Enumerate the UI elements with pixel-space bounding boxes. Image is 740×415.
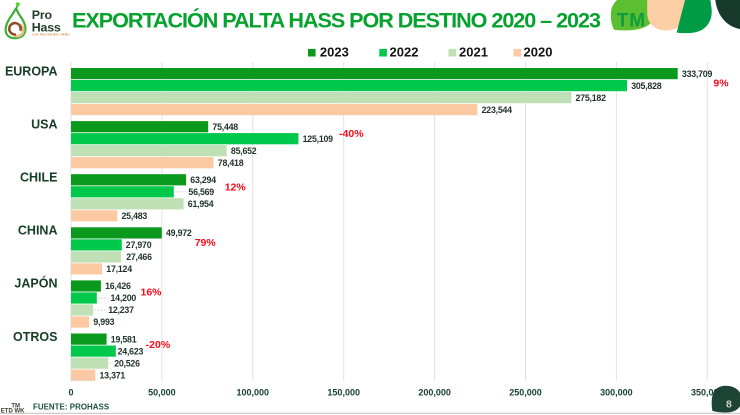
svg-text:-40%: -40% xyxy=(339,128,364,140)
svg-text:17,124: 17,124 xyxy=(106,264,132,274)
svg-text:250,000: 250,000 xyxy=(509,388,542,398)
svg-text:13,371: 13,371 xyxy=(100,370,126,380)
svg-text:125,109: 125,109 xyxy=(303,134,334,144)
svg-text:TM: TM xyxy=(617,10,646,31)
svg-text:0: 0 xyxy=(68,388,73,398)
svg-text:27,466: 27,466 xyxy=(126,252,152,262)
svg-text:50,000: 50,000 xyxy=(148,388,176,398)
svg-text:305,828: 305,828 xyxy=(631,81,662,91)
svg-text:100,000: 100,000 xyxy=(237,388,270,398)
svg-text:JAPÓN: JAPÓN xyxy=(14,276,57,291)
svg-text:2020: 2020 xyxy=(524,44,553,59)
svg-text:275,182: 275,182 xyxy=(576,93,607,103)
svg-text:200,000: 200,000 xyxy=(418,388,451,398)
svg-text:14,200: 14,200 xyxy=(111,293,137,303)
svg-text:85,652: 85,652 xyxy=(231,146,257,156)
svg-text:223,544: 223,544 xyxy=(482,105,513,115)
svg-text:16%: 16% xyxy=(140,286,162,298)
svg-text:75,448: 75,448 xyxy=(212,122,238,132)
svg-text:Pro: Pro xyxy=(32,8,53,22)
svg-text:19,581: 19,581 xyxy=(111,334,137,344)
svg-text:300,000: 300,000 xyxy=(600,388,633,398)
svg-text:FUENTE: PROHASS: FUENTE: PROHASS xyxy=(33,402,109,411)
svg-text:-20%: -20% xyxy=(146,339,171,351)
svg-text:2021: 2021 xyxy=(459,44,488,59)
svg-text:350,000: 350,000 xyxy=(691,388,724,398)
svg-text:USA: USA xyxy=(31,117,57,131)
svg-text:78,418: 78,418 xyxy=(218,158,244,168)
svg-text:LAS PALTAS DEL PERU: LAS PALTAS DEL PERU xyxy=(32,33,70,37)
svg-text:25,483: 25,483 xyxy=(122,211,148,221)
svg-text:9,993: 9,993 xyxy=(93,317,114,327)
svg-text:TM: TM xyxy=(11,403,20,409)
svg-text:150,000: 150,000 xyxy=(327,388,360,398)
svg-text:333,709: 333,709 xyxy=(682,69,713,79)
svg-text:56,569: 56,569 xyxy=(188,187,214,197)
svg-text:CHILE: CHILE xyxy=(20,171,58,185)
svg-text:9%: 9% xyxy=(713,77,729,89)
svg-text:CHINA: CHINA xyxy=(18,224,58,238)
svg-text:ETD WK: ETD WK xyxy=(1,409,25,415)
svg-text:27,970: 27,970 xyxy=(126,240,152,250)
svg-text:49,972: 49,972 xyxy=(166,228,192,238)
svg-text:63,294: 63,294 xyxy=(190,175,216,185)
svg-text:61,954: 61,954 xyxy=(188,199,214,209)
svg-text:EXPORTACIÓN PALTA HASS POR DES: EXPORTACIÓN PALTA HASS POR DESTINO 2020 … xyxy=(72,8,601,33)
svg-text:OTROS: OTROS xyxy=(13,330,57,344)
svg-text:20,526: 20,526 xyxy=(114,358,140,368)
svg-text:8: 8 xyxy=(726,399,732,411)
svg-text:16,426: 16,426 xyxy=(105,281,131,291)
svg-text:Hass: Hass xyxy=(32,21,61,35)
svg-text:2023: 2023 xyxy=(320,44,349,59)
svg-text:EUROPA: EUROPA xyxy=(5,64,58,78)
svg-text:24,623: 24,623 xyxy=(118,346,144,356)
svg-text:79%: 79% xyxy=(195,237,217,249)
svg-text:2022: 2022 xyxy=(390,44,419,59)
svg-text:12%: 12% xyxy=(225,181,247,193)
svg-text:12,237: 12,237 xyxy=(108,305,134,315)
